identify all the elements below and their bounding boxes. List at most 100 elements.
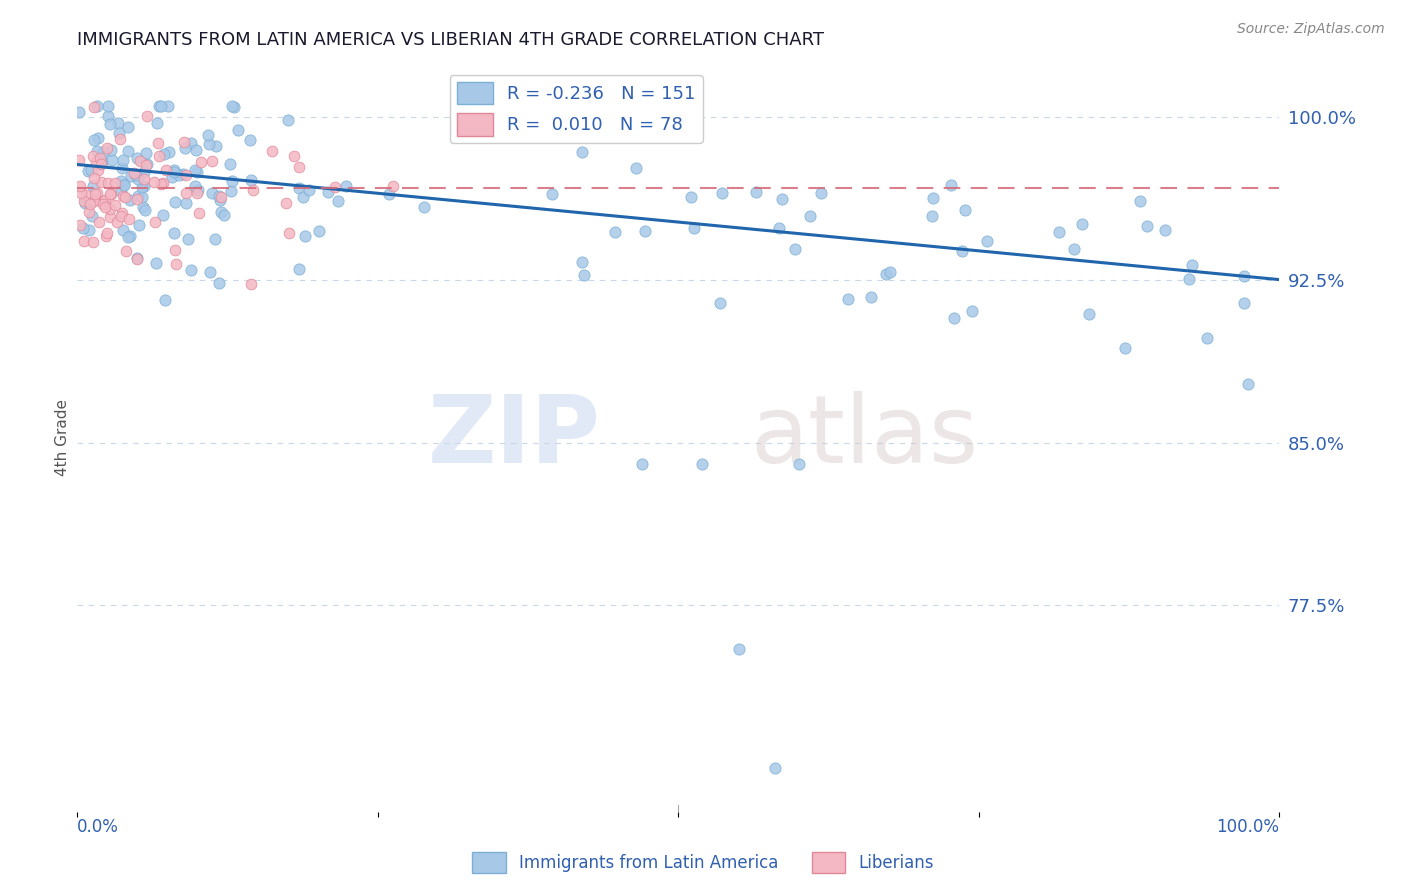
Point (160, 170, 183, 185)
Point (184, 143, 207, 157)
Point (209, 190, 232, 204)
Point (115, 244, 138, 258)
Text: atlas: atlas (751, 391, 979, 483)
Point (1178, 272, 1201, 286)
Point (186, 186, 208, 201)
Point (122, 165, 145, 179)
Point (242, 183, 264, 197)
Point (1136, 219, 1159, 233)
Point (145, 256, 167, 270)
Point (97, 177, 120, 191)
Point (1236, 376, 1258, 391)
Point (90, 155, 112, 169)
Point (157, 145, 180, 159)
Point (128, 218, 150, 232)
Point (184, 178, 207, 193)
Point (67, 153, 90, 167)
Point (91, 145, 114, 160)
Point (859, 289, 882, 303)
Point (950, 244, 973, 258)
Point (90, 175, 112, 189)
Point (125, 151, 148, 165)
Point (131, 190, 153, 204)
Point (163, 243, 186, 257)
Point (150, 99, 173, 113)
Point (799, 210, 821, 224)
Point (879, 265, 901, 279)
Point (77, 223, 100, 237)
Point (943, 311, 966, 326)
Point (239, 172, 262, 186)
Point (1233, 269, 1256, 284)
Point (111, 206, 134, 220)
Point (86, 163, 108, 178)
Point (143, 215, 166, 229)
Point (69, 186, 91, 200)
Point (67, 104, 90, 119)
Point (224, 100, 246, 114)
Text: 0.0%: 0.0% (77, 818, 120, 836)
Point (221, 99, 243, 113)
Point (129, 153, 152, 168)
Point (381, 179, 404, 194)
Point (278, 226, 301, 240)
Point (72, 221, 94, 235)
Point (187, 183, 209, 197)
Point (180, 136, 202, 151)
Point (291, 190, 314, 204)
Point (976, 234, 998, 248)
Point (325, 180, 347, 194)
Point (1233, 295, 1256, 310)
Point (316, 186, 339, 200)
Point (105, 215, 128, 229)
Point (288, 262, 311, 277)
Point (163, 227, 186, 241)
Point (143, 175, 166, 189)
Point (787, 457, 810, 471)
Point (93, 193, 115, 207)
Point (96, 141, 118, 155)
Point (1063, 242, 1085, 256)
Point (104, 197, 127, 211)
Point (624, 161, 647, 175)
Point (112, 153, 135, 167)
Point (204, 231, 226, 245)
Point (603, 226, 626, 240)
Point (1047, 225, 1070, 239)
Point (152, 176, 174, 190)
Point (148, 136, 170, 150)
Point (96, 229, 118, 244)
Point (768, 221, 790, 235)
Point (127, 189, 149, 203)
Point (763, 761, 786, 775)
Point (134, 178, 156, 193)
Point (110, 210, 132, 224)
Point (96, 226, 118, 240)
Point (209, 193, 232, 207)
Point (201, 186, 224, 200)
Point (114, 190, 136, 204)
Point (921, 209, 943, 223)
Point (165, 195, 187, 210)
Point (1114, 341, 1136, 355)
Point (837, 292, 859, 306)
Point (100, 117, 122, 131)
Point (173, 135, 195, 149)
Point (1070, 217, 1092, 231)
Point (127, 252, 149, 267)
Point (208, 188, 231, 202)
Point (73, 194, 96, 208)
Point (163, 162, 186, 177)
Point (69, 178, 91, 193)
Point (125, 192, 148, 206)
Point (148, 99, 170, 113)
Point (84, 186, 107, 201)
Point (298, 183, 321, 197)
Point (679, 190, 702, 204)
Point (75, 188, 97, 202)
Point (683, 220, 706, 235)
Point (571, 145, 593, 160)
Point (288, 161, 311, 175)
Point (326, 194, 349, 208)
Point (157, 99, 180, 113)
